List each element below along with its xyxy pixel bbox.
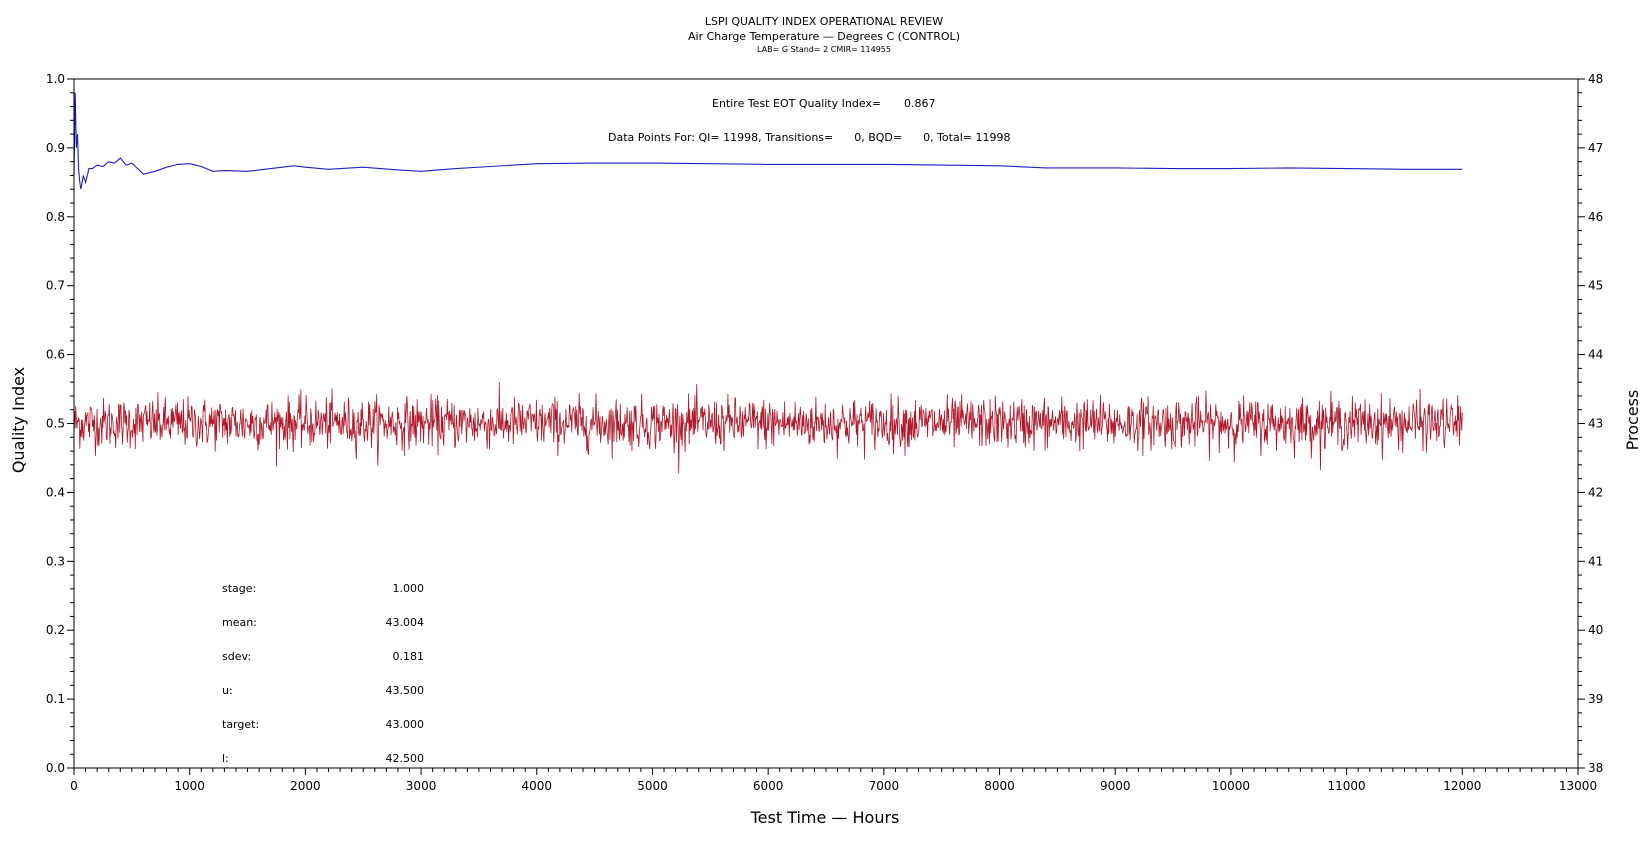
y2-axis-title: Process [1623,390,1642,451]
chart-title: LSPI QUALITY INDEX OPERATIONAL REVIEW [705,15,943,28]
stat-value: 42.500 [386,752,425,765]
chart-info-line: LAB= G Stand= 2 CMIR= 114955 [757,45,891,54]
y-tick-label: 0.5 [46,417,65,431]
chart-annotations: Entire Test EOT Quality Index= 0.867 Dat… [608,97,1010,144]
stat-label: u: [222,684,233,697]
y2-tick-label: 43 [1588,417,1603,431]
y-tick-label: 0.0 [46,761,65,775]
y-tick-label: 0.1 [46,692,65,706]
x-tick-label: 4000 [521,779,552,793]
stat-value: 0.181 [393,650,425,663]
chart-subtitle: Air Charge Temperature — Degrees C (CONT… [688,30,960,43]
process-series [73,382,1463,474]
x-tick-label: 6000 [753,779,784,793]
y2-tick-label: 48 [1588,72,1603,86]
y2-tick-label: 38 [1588,761,1603,775]
data-points-summary: Data Points For: QI= 11998, Transitions=… [608,131,1010,144]
y2-tick-label: 41 [1588,554,1603,568]
y-tick-label: 0.2 [46,623,65,637]
x-tick-label: 10000 [1212,779,1250,793]
x-tick-label: 9000 [1100,779,1131,793]
x-tick-label: 12000 [1443,779,1481,793]
stat-label: stage: [222,582,256,595]
y-axis-title: Quality Index [9,367,28,473]
x-tick-label: 13000 [1559,779,1597,793]
y2-tick-label: 46 [1588,210,1603,224]
stat-value: 43.004 [386,616,425,629]
x-tick-label: 11000 [1328,779,1366,793]
stat-label: mean: [222,616,257,629]
x-tick-label: 0 [70,779,78,793]
chart-titles: LSPI QUALITY INDEX OPERATIONAL REVIEW Ai… [688,15,960,54]
y-tick-label: 0.9 [46,141,65,155]
stat-value: 43.000 [386,718,425,731]
y-tick-label: 1.0 [46,72,65,86]
x-tick-label: 3000 [406,779,437,793]
x-tick-label: 8000 [984,779,1015,793]
y-tick-label: 0.8 [46,210,65,224]
y-tick-label: 0.7 [46,279,65,293]
y2-tick-label: 44 [1588,348,1603,362]
quality-index-series [73,92,1463,190]
y-tick-label: 0.4 [46,485,65,499]
stats-block: stage: 1.000 mean: 43.004 sdev: 0.181 u: 43.500… [222,582,424,765]
stat-label: sdev: [222,650,251,663]
y-tick-label: 0.3 [46,554,65,568]
chart-axes: 0.0 0.1 0.2 0.3 0.4 0.5 0.6 0.7 0.8 0.9 1.0 38 39 40 4… [46,72,1603,793]
eot-quality-value: 0.867 [904,97,936,110]
y-tick-label: 0.6 [46,348,65,362]
y2-tick-label: 42 [1588,485,1603,499]
stat-label: target: [222,718,259,731]
stat-value: 43.500 [386,684,425,697]
y2-tick-label: 45 [1588,279,1603,293]
stat-label: l: [222,752,229,765]
y2-tick-label: 39 [1588,692,1603,706]
stat-value: 1.000 [393,582,425,595]
x-tick-label: 1000 [174,779,205,793]
axis-titles: Test Time — Hours Quality Index Process [9,367,1642,827]
process-line [73,382,1463,474]
x-tick-label: 5000 [637,779,668,793]
x-tick-label: 7000 [869,779,900,793]
x-tick-label: 2000 [290,779,321,793]
quality-index-line [73,92,1463,190]
x-axis-title: Test Time — Hours [750,808,900,827]
y2-tick-label: 47 [1588,141,1603,155]
y2-tick-label: 40 [1588,623,1603,637]
eot-quality-label: Entire Test EOT Quality Index= [712,97,881,110]
